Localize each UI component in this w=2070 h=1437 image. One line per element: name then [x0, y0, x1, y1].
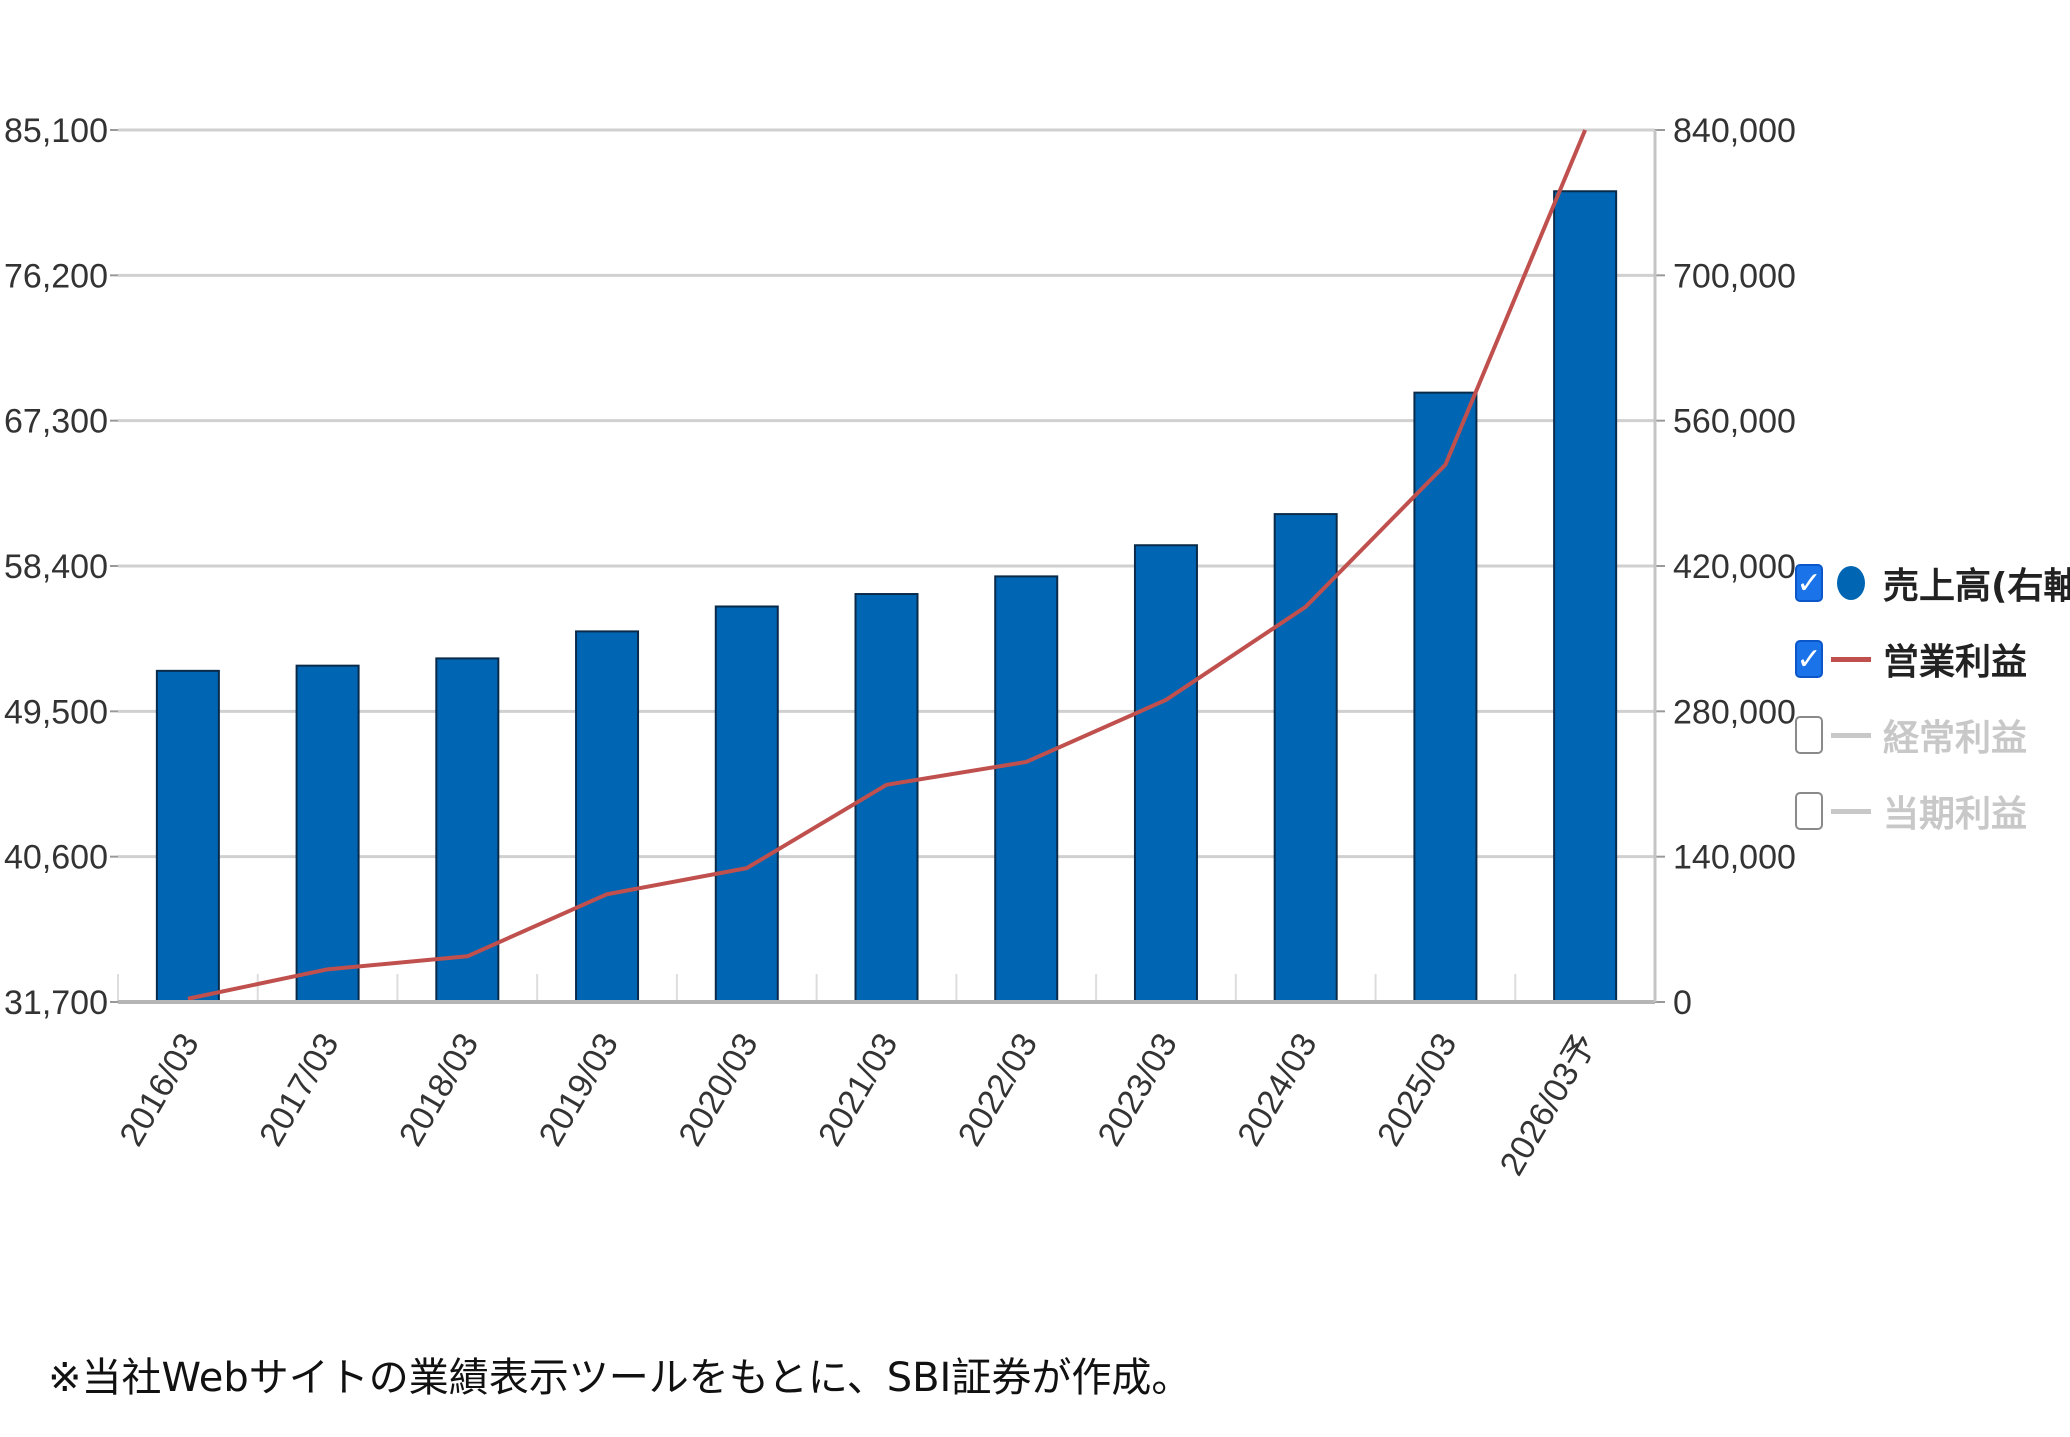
bar — [575, 630, 640, 1004]
x-tick-label: 2024/03 — [1230, 1027, 1324, 1152]
legend-marker-sales — [1825, 564, 1877, 602]
x-tick-label: 2021/03 — [811, 1027, 905, 1152]
x-tick-label: 2025/03 — [1370, 1027, 1464, 1152]
x-tick-label: 2019/03 — [532, 1027, 626, 1152]
y-right-tick-label: 840,000 — [1673, 112, 1796, 150]
x-tick-label: 2022/03 — [951, 1027, 1045, 1152]
bar — [994, 575, 1059, 1004]
y-right-tick-label: 560,000 — [1673, 403, 1796, 441]
bar — [155, 669, 220, 1003]
y-left-tick-label: 49,500 — [4, 693, 108, 731]
y-right-tick-label: 280,000 — [1673, 693, 1796, 731]
bar-series — [155, 190, 1618, 1004]
legend-marker-net-profit — [1825, 792, 1877, 830]
operating-profit-line — [187, 129, 1587, 1001]
legend-item-sales[interactable]: ✓ 売上高(右軸) — [1795, 545, 2070, 621]
legend-label-ordinary-profit: 経常利益 — [1883, 718, 2028, 759]
y-left-tick-label: 67,300 — [4, 403, 108, 441]
legend-marker-operating-profit — [1825, 640, 1877, 678]
bar — [1553, 190, 1618, 1003]
line-series — [187, 129, 1587, 1001]
y-right-tick-label: 420,000 — [1673, 548, 1796, 586]
legend-item-net-profit[interactable]: 当期利益 — [1795, 773, 2070, 849]
bar — [295, 664, 360, 1004]
x-tick-label: 2017/03 — [252, 1027, 346, 1152]
y-left-tick-label: 31,700 — [4, 984, 108, 1022]
x-tick-label: 2020/03 — [671, 1027, 765, 1152]
legend: ✓ 売上高(右軸) ✓ 営業利益 経常利益 当期利益 — [1795, 545, 2070, 849]
legend-item-operating-profit[interactable]: ✓ 営業利益 — [1795, 621, 2070, 697]
legend-label-operating-profit: 営業利益 — [1883, 642, 2028, 683]
bar — [714, 605, 779, 1003]
legend-checkbox-ordinary-profit[interactable] — [1795, 716, 1823, 754]
legend-checkbox-net-profit[interactable] — [1795, 792, 1823, 830]
x-tick-label: 2026/03予 — [1493, 1027, 1604, 1182]
axes — [110, 129, 1665, 1004]
legend-marker-ordinary-profit — [1825, 716, 1877, 754]
bar — [435, 657, 500, 1004]
y-right-tick-label: 700,000 — [1673, 257, 1796, 295]
y-right-tick-label: 0 — [1673, 984, 1692, 1022]
y-left-tick-label: 85,100 — [4, 112, 108, 150]
footnote: ※当社Webサイトの業績表示ツールをもとに、SBI証券が作成。 — [48, 1355, 1192, 1401]
y-left-tick-label: 76,200 — [4, 257, 108, 295]
x-tick-label: 2018/03 — [392, 1027, 486, 1152]
y-right-tick-label: 140,000 — [1673, 839, 1796, 877]
y-left-tick-label: 58,400 — [4, 548, 108, 586]
legend-label-sales: 売上高(右軸) — [1883, 566, 2070, 607]
legend-checkbox-sales[interactable]: ✓ — [1795, 564, 1823, 602]
legend-item-ordinary-profit[interactable]: 経常利益 — [1795, 697, 2070, 773]
x-tick-label: 2016/03 — [112, 1027, 206, 1152]
y-left-tick-label: 40,600 — [4, 839, 108, 877]
legend-checkbox-operating-profit[interactable]: ✓ — [1795, 640, 1823, 678]
legend-label-net-profit: 当期利益 — [1883, 794, 2028, 835]
bar — [1133, 544, 1198, 1003]
x-tick-label: 2023/03 — [1091, 1027, 1185, 1152]
